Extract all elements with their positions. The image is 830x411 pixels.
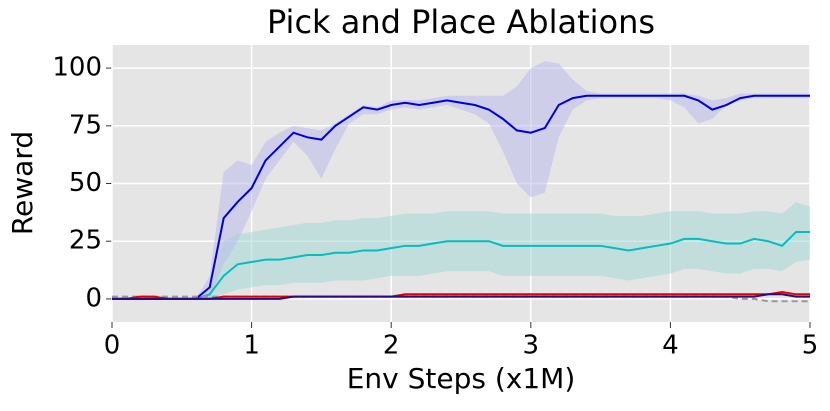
x-tick-label: 4	[662, 331, 679, 361]
x-tick-label: 3	[523, 331, 540, 361]
y-tick-label: 50	[69, 168, 102, 198]
line	[112, 290, 810, 300]
band	[112, 61, 810, 299]
band	[112, 201, 810, 299]
y-axis-label: Reward	[6, 131, 39, 235]
x-tick-label: 5	[802, 331, 819, 361]
line	[112, 94, 810, 300]
y-tick-label: 100	[52, 53, 102, 83]
x-tick-label: 0	[104, 331, 121, 361]
y-tick-label: 25	[69, 226, 102, 256]
x-axis-label: Env Steps (x1M)	[347, 362, 576, 395]
chart-title: Pick and Place Ablations	[267, 3, 655, 41]
line	[112, 230, 810, 300]
y-tick-label: 75	[69, 110, 102, 140]
y-tick-label: 0	[85, 283, 102, 313]
x-tick-label: 2	[383, 331, 400, 361]
line	[112, 293, 810, 300]
x-tick-label: 1	[243, 331, 260, 361]
